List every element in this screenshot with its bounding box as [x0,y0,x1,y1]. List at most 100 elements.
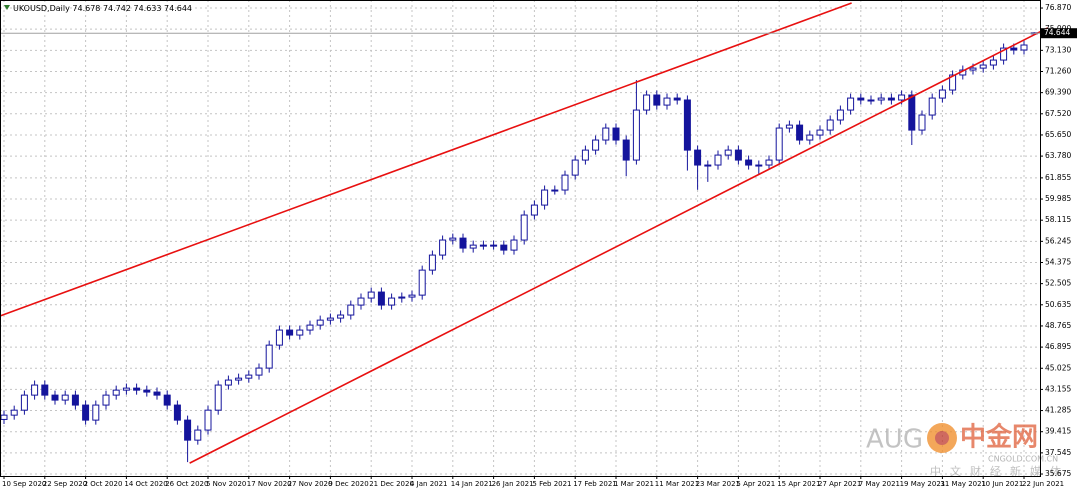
symbol-icon [4,5,10,10]
candle-body [1010,47,1018,51]
x-tick-label: 10 Sep 2020 [2,480,46,488]
x-tick-label: 5 Feb 2021 [532,480,571,488]
watermark-text: 中金网 [960,422,1038,453]
candle-body [326,317,334,321]
chart-header: UKOUSD,Daily 74.678 74.742 74.633 74.644 [13,4,192,13]
chart-title: UKOUSD,Daily [13,4,70,13]
candle-body [439,239,447,256]
candle-body [31,384,39,396]
candle-body [235,377,243,381]
candle-body [796,124,804,141]
candle-body [938,89,946,99]
x-tick-label: 27 Apr 2021 [818,480,861,488]
y-tick-label: 67.520 [1045,109,1071,118]
y-tick-label: 63.780 [1045,151,1071,160]
y-tick-label: 46.895 [1045,342,1071,351]
x-tick-label: 19 May 2021 [900,480,946,488]
candle-body [102,394,110,406]
candle-body [204,409,212,431]
plot-border [0,0,1041,477]
x-tick-label: 5 Apr 2021 [736,480,775,488]
candle-body [92,404,100,421]
candle-body [184,419,192,441]
candle-body [816,129,824,136]
candle-body [775,127,783,161]
candle-body [194,429,202,441]
candle-body [143,389,151,393]
candle-body [867,99,875,102]
y-tick-label: 59.985 [1045,194,1071,203]
candle-body [418,269,426,296]
candle-body [969,67,977,71]
y-tick-label: 37.545 [1045,448,1071,457]
candle-body [561,174,569,191]
watermark-logo-inner [935,431,949,445]
candle-body [949,74,957,91]
y-tick-label: 73.130 [1045,45,1071,54]
candle-body [408,294,416,298]
candle-body [306,324,314,331]
candle-body [765,159,773,166]
candle-body [122,387,130,391]
candle-body [724,149,732,156]
candle-body [898,94,906,101]
y-tick-label: 43.155 [1045,384,1071,393]
candle-body [316,319,324,326]
candle-body [367,291,375,299]
candle-body [500,244,508,251]
header-low: 74.633 [133,4,161,13]
x-tick-label: 22 Sep 2020 [43,480,87,488]
candle-body [1020,44,1028,51]
candle-body [806,134,814,141]
y-tick-label: 41.285 [1045,406,1071,415]
candle-body [459,237,467,249]
candle-body [520,214,528,241]
candle-body [51,394,59,401]
candle-body [153,391,161,396]
candle-body [82,404,90,421]
x-tick-label: 10 Jun 2021 [981,480,1023,488]
x-tick-label: 2 Oct 2020 [84,480,123,488]
trend-line [189,27,1048,464]
y-tick-label: 45.025 [1045,363,1071,372]
x-tick-label: 11 Mar 2021 [655,480,699,488]
x-tick-label: 26 Jan 2021 [492,480,534,488]
candle-body [622,139,630,161]
y-tick-label: 58.115 [1045,215,1071,224]
candle-body [847,97,855,111]
x-tick-label: 15 Apr 2021 [777,480,820,488]
candle-body [530,204,538,216]
trend-line [0,2,852,317]
watermark: AUG 中金网 CNGOLD.COM.CN 中文财经新媒体 [866,422,1061,479]
y-tick-label: 48.765 [1045,321,1071,330]
header-close: 74.644 [164,4,192,13]
candle-body [632,109,640,161]
candle-body [61,394,69,401]
y-tick-label: 71.260 [1045,66,1071,75]
candle-body [224,379,232,386]
candle-body [479,244,487,247]
x-tick-label: 5 Nov 2020 [206,480,246,488]
candle-body [357,297,365,306]
x-tick-label: 22 Jun 2021 [1022,480,1064,488]
candle-body [275,329,283,346]
candle-body [836,109,844,121]
candle-body [887,97,895,101]
y-tick-label: 39.415 [1045,427,1071,436]
candle-body [592,139,600,151]
y-tick-label: 50.635 [1045,300,1071,309]
candle-body [612,127,620,141]
grid [0,0,1040,476]
candle-body [979,64,987,69]
candle-body [541,189,549,206]
candle-body [877,97,885,101]
y-tick-label: 65.650 [1045,130,1071,139]
candle-body [163,394,171,406]
candle-body [286,329,294,336]
candle-body [133,387,141,391]
candle-body [388,297,396,306]
header-high: 74.742 [103,4,131,13]
candle-body [245,374,253,379]
